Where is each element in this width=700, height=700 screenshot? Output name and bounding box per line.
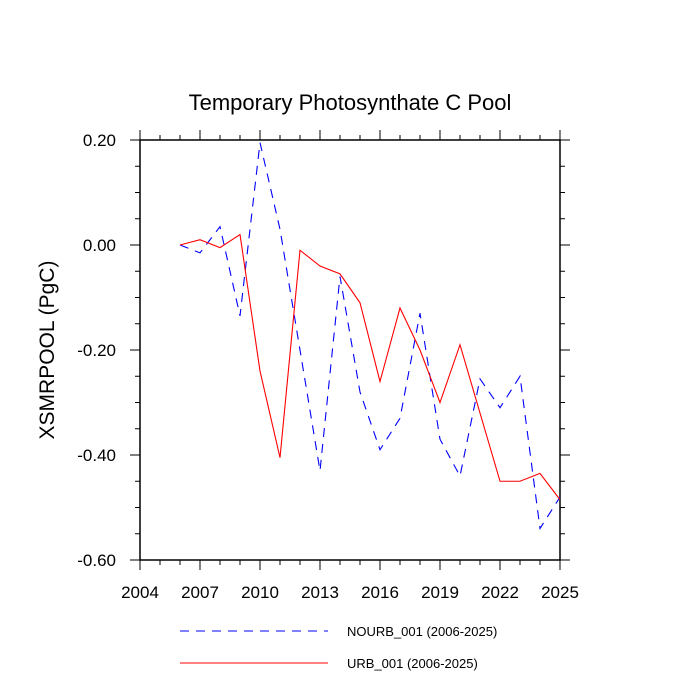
x-tick-label: 2025 bbox=[541, 583, 579, 602]
y-tick-label: -0.40 bbox=[77, 446, 116, 465]
y-tick-label: -0.60 bbox=[77, 551, 116, 570]
x-tick-label: 2007 bbox=[181, 583, 219, 602]
y-axis: -0.60 -0.40 -0.20 0.00 0.20 bbox=[77, 131, 570, 570]
plot-area bbox=[139, 139, 561, 561]
plot-frame bbox=[139, 139, 561, 561]
x-tick-label: 2019 bbox=[421, 583, 459, 602]
series-line-2 bbox=[179, 233, 561, 500]
y-tick-label: -0.20 bbox=[77, 341, 116, 360]
y-tick-label: 0.20 bbox=[83, 131, 116, 150]
legend-label-1: NOURB_001 (2006-2025) bbox=[347, 624, 497, 639]
x-tick-label: 2016 bbox=[361, 583, 399, 602]
x-tick-label: 2013 bbox=[301, 583, 339, 602]
x-tick-label: 2022 bbox=[481, 583, 519, 602]
y-tick-label: 0.00 bbox=[83, 236, 116, 255]
chart-title: Temporary Photosynthate C Pool bbox=[189, 90, 512, 115]
legend: NOURB_001 (2006-2025) URB_001 (2006-2025) bbox=[180, 624, 497, 671]
series-lines bbox=[179, 142, 561, 531]
x-tick-label: 2010 bbox=[241, 583, 279, 602]
series-line-1 bbox=[179, 142, 561, 531]
x-axis: 2004 2007 2010 2013 2016 2019 2022 2025 bbox=[121, 130, 579, 602]
y-axis-label: XSMRPOOL (PgC) bbox=[36, 261, 59, 440]
legend-label-2: URB_001 (2006-2025) bbox=[347, 656, 478, 671]
x-tick-label: 2004 bbox=[121, 583, 159, 602]
